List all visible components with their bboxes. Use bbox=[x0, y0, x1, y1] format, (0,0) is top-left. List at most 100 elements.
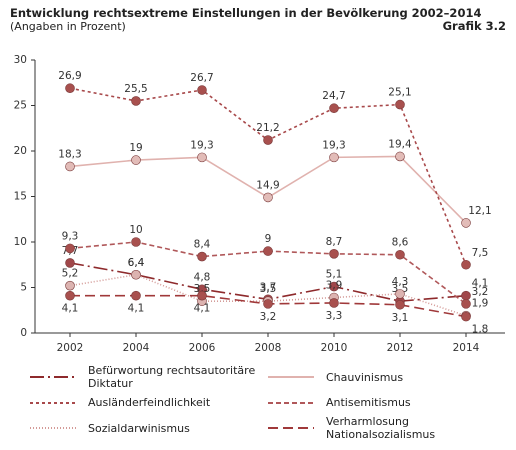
x-tick-label: 2004 bbox=[123, 342, 150, 354]
data-point bbox=[65, 258, 75, 268]
data-label: 21,2 bbox=[256, 122, 279, 134]
data-label: 12,1 bbox=[468, 205, 491, 217]
legend-item: Sozialdarwinismus bbox=[30, 415, 268, 441]
legend-swatch bbox=[30, 401, 76, 404]
data-label: 1,9 bbox=[472, 298, 489, 310]
legend-swatch bbox=[30, 427, 76, 429]
data-point bbox=[65, 161, 75, 172]
data-label: 4,1 bbox=[128, 303, 145, 315]
data-label: 3,2 bbox=[472, 286, 489, 298]
data-point bbox=[461, 259, 471, 270]
legend-label: Befürwortung rechtsautoritäre Diktatur bbox=[88, 364, 256, 390]
legend-swatch bbox=[268, 427, 314, 429]
data-label: 3,5 bbox=[260, 283, 277, 295]
data-label: 3,3 bbox=[326, 310, 343, 322]
data-label: 18,3 bbox=[58, 148, 81, 160]
data-point bbox=[395, 151, 405, 162]
data-point bbox=[329, 298, 339, 308]
data-point bbox=[197, 290, 207, 301]
legend-label: Sozialdarwinismus bbox=[88, 421, 190, 435]
data-label: 3,9 bbox=[326, 280, 343, 292]
y-tick-label: 20 bbox=[14, 145, 27, 157]
data-point bbox=[131, 96, 141, 106]
legend-label: Chauvinismus bbox=[326, 370, 404, 384]
legend-swatch bbox=[30, 376, 76, 378]
data-point bbox=[263, 246, 273, 256]
data-point bbox=[395, 289, 405, 299]
chart-subtitle: (Angaben in Prozent) bbox=[10, 20, 126, 33]
data-label: 26,9 bbox=[58, 70, 81, 82]
data-point bbox=[197, 251, 207, 262]
data-label: 6,4 bbox=[128, 257, 145, 269]
data-point bbox=[131, 155, 141, 165]
legend-label: Antisemitismus bbox=[326, 396, 411, 409]
data-label: 10 bbox=[129, 224, 142, 236]
data-point bbox=[263, 192, 273, 203]
data-label: 7,5 bbox=[472, 247, 489, 259]
data-label: 3,2 bbox=[260, 311, 277, 323]
legend-item: Befürwortung rechtsautoritäre Diktatur bbox=[30, 364, 268, 390]
x-tick-label: 2014 bbox=[453, 342, 480, 354]
legend-item: Ausländerfeindlichkeit bbox=[30, 396, 268, 409]
data-label: 19,3 bbox=[190, 139, 213, 151]
data-label: 9,3 bbox=[62, 230, 79, 242]
data-label: 4,1 bbox=[194, 303, 211, 315]
data-point bbox=[461, 311, 471, 322]
data-point bbox=[65, 290, 75, 301]
y-tick-label: 0 bbox=[20, 327, 27, 339]
legend-item: Verharmlosung Nationalsozialismus bbox=[268, 415, 506, 441]
data-label: 19 bbox=[129, 142, 142, 154]
figure-label: Grafik 3.2 bbox=[442, 19, 506, 33]
header: Entwicklung rechtsextreme Einstellungen … bbox=[10, 6, 506, 33]
data-label: 19,3 bbox=[322, 139, 345, 151]
data-label: 4,1 bbox=[472, 278, 489, 290]
data-point bbox=[131, 237, 141, 247]
data-point bbox=[329, 281, 339, 292]
data-label: 4,3 bbox=[392, 276, 409, 288]
legend-swatch bbox=[268, 401, 314, 404]
data-point bbox=[329, 152, 339, 163]
data-point bbox=[263, 299, 273, 309]
legend-item: Antisemitismus bbox=[268, 396, 506, 409]
legend-label: Ausländerfeindlichkeit bbox=[88, 396, 211, 409]
x-tick-label: 2012 bbox=[387, 342, 414, 354]
chart: 0 5 10 15 20 25 30 2002 2004 2006 2008 2010 2012 2014… bbox=[14, 54, 505, 354]
data-point bbox=[197, 85, 207, 95]
data-point bbox=[329, 103, 339, 114]
x-tick-label: 2006 bbox=[189, 342, 216, 354]
data-label: 24,7 bbox=[322, 90, 345, 102]
legend-label: Verharmlosung Nationalsozialismus bbox=[326, 415, 436, 441]
data-point bbox=[65, 280, 75, 291]
data-point bbox=[395, 299, 405, 310]
data-label: 5,2 bbox=[62, 268, 79, 280]
data-label: 4,1 bbox=[62, 303, 79, 315]
data-label: 25,1 bbox=[388, 87, 411, 99]
data-label: 14,9 bbox=[256, 179, 279, 191]
data-label: 1,8 bbox=[472, 324, 489, 336]
y-tick-label: 5 bbox=[20, 282, 27, 294]
data-label: 5,1 bbox=[326, 269, 343, 281]
data-point bbox=[395, 99, 405, 110]
data-label: 8,4 bbox=[194, 239, 211, 251]
data-point bbox=[329, 249, 339, 259]
data-label: 9 bbox=[265, 233, 272, 245]
data-point bbox=[197, 152, 207, 163]
data-point bbox=[461, 218, 471, 228]
legend-swatch bbox=[268, 376, 314, 378]
x-tick-label: 2008 bbox=[255, 342, 282, 354]
data-point bbox=[395, 249, 405, 260]
data-label: 3,1 bbox=[392, 312, 409, 324]
x-tick-label: 2010 bbox=[321, 342, 348, 354]
x-tick-label: 2002 bbox=[57, 342, 84, 354]
legend-item: Chauvinismus bbox=[268, 364, 506, 390]
data-label: 19,4 bbox=[388, 138, 412, 150]
data-point bbox=[263, 135, 273, 145]
data-label: 8,6 bbox=[392, 237, 409, 249]
data-point bbox=[131, 290, 141, 301]
data-label: 8,7 bbox=[326, 236, 343, 248]
data-point bbox=[131, 269, 141, 280]
data-label: 26,7 bbox=[190, 72, 213, 84]
data-label: 3,7 bbox=[260, 281, 277, 293]
y-tick-label: 30 bbox=[14, 54, 27, 66]
